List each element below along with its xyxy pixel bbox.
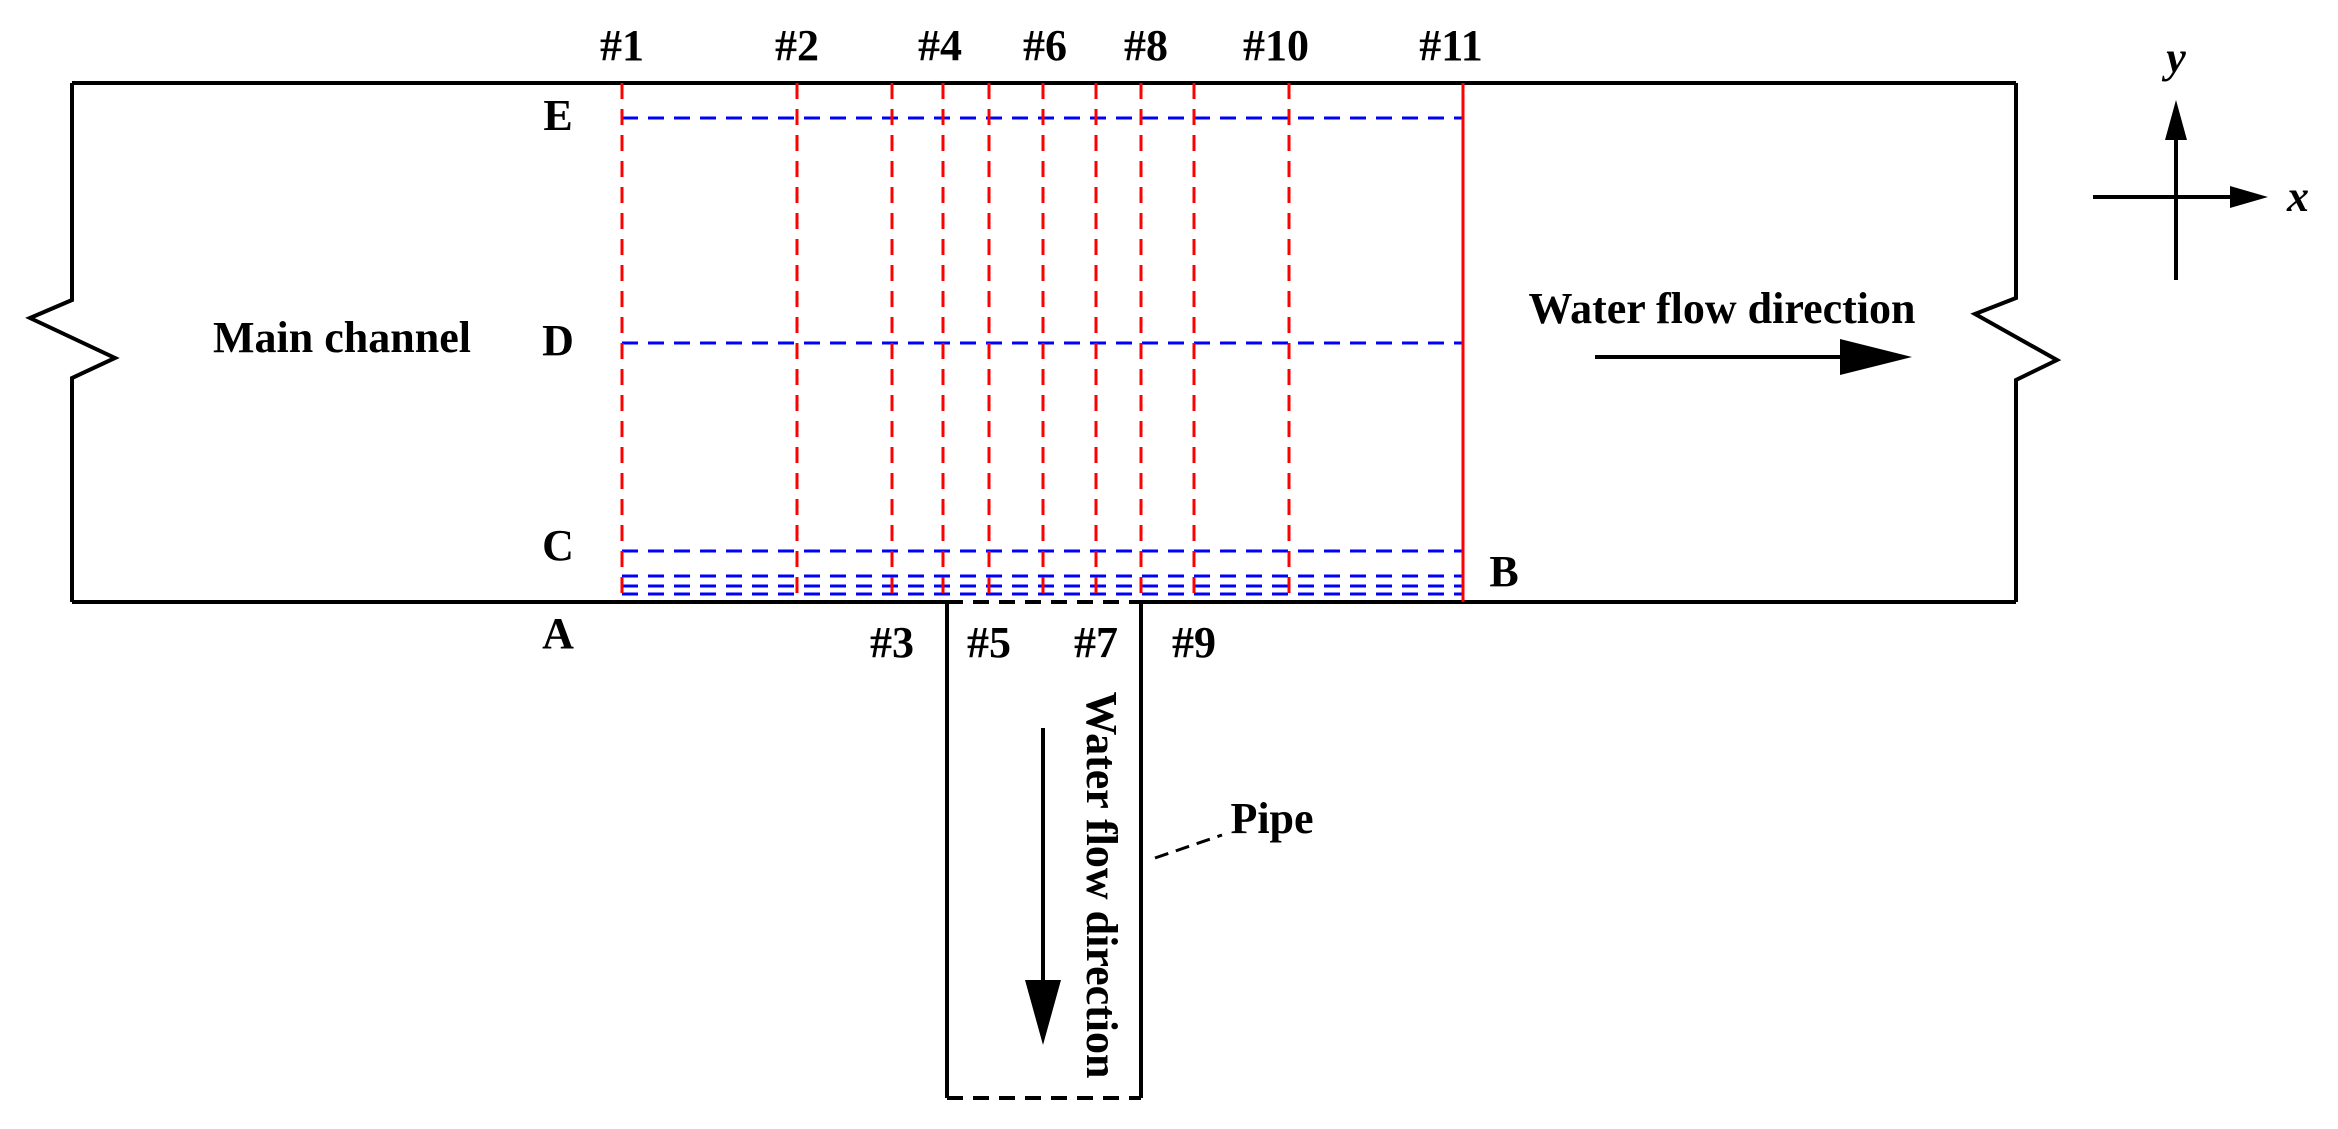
pipe-label: Pipe (1230, 794, 1313, 843)
axes-indicator: x y (2093, 33, 2309, 280)
main-flow-label: Water flow direction (1529, 284, 1916, 333)
section-label-7: #7 (1074, 618, 1118, 667)
y-axis-label: y (2161, 33, 2186, 82)
pipe-leader-line (1154, 833, 1223, 860)
left-break-symbol (25, 83, 120, 602)
x-axis-label: x (2286, 172, 2309, 221)
section-labels-top: #1 #2 #4 #6 #8 #10 #11 (600, 21, 1483, 70)
section-label-6: #6 (1023, 21, 1067, 70)
cross-sections (620, 83, 1465, 602)
section-label-5: #5 (967, 618, 1011, 667)
section-label-4: #4 (918, 21, 962, 70)
pipe-outline (945, 600, 1143, 1100)
pipe-flow-label: Water flow direction (1077, 692, 1126, 1079)
section-label-2: #2 (775, 21, 819, 70)
section-label-10: #10 (1243, 21, 1309, 70)
line-label-E: E (543, 91, 572, 140)
line-label-A: A (542, 609, 574, 658)
x-axis-arrowhead (2230, 186, 2268, 208)
line-label-D: D (542, 316, 574, 365)
line-label-C: C (542, 521, 574, 570)
section-label-8: #8 (1124, 21, 1168, 70)
section-labels-bottom: #3 #5 #7 #9 (870, 618, 1216, 667)
section-label-3: #3 (870, 618, 914, 667)
section-label-11: #11 (1419, 21, 1483, 70)
line-letter-labels: E D C A B (542, 91, 1519, 658)
section-label-1: #1 (600, 21, 644, 70)
line-label-B: B (1489, 547, 1518, 596)
section-label-9: #9 (1172, 618, 1216, 667)
y-axis-arrowhead (2165, 100, 2187, 140)
pipe-flow-arrowhead (1025, 980, 1061, 1045)
main-channel-label: Main channel (213, 313, 471, 362)
main-flow-arrowhead (1840, 339, 1912, 375)
right-break-symbol (1970, 83, 2062, 602)
